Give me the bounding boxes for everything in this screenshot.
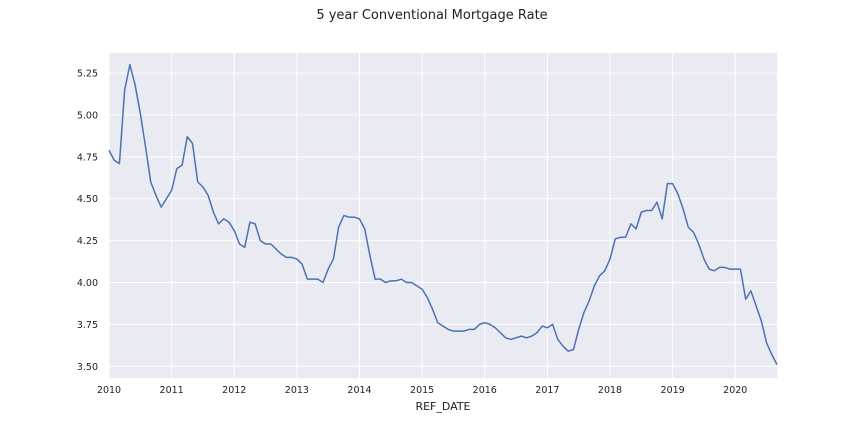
- x-tick-label: 2018: [598, 385, 622, 396]
- y-tick-label: 4.00: [77, 278, 98, 289]
- x-tick-label: 2017: [535, 385, 559, 396]
- y-tick-label: 3.75: [77, 320, 98, 331]
- y-tick-label: 5.25: [77, 69, 98, 80]
- y-axis-ticks: 3.50 3.75 4.00 4.25 4.50 4.75 5.00 5.25: [77, 69, 98, 373]
- y-tick-label: 4.50: [77, 194, 98, 205]
- series-line: [108, 63, 778, 365]
- x-tick-label: 2014: [347, 385, 371, 396]
- x-tick-label: 2012: [222, 385, 246, 396]
- x-tick-label: 2015: [410, 385, 434, 396]
- x-tick-label: 2010: [97, 385, 121, 396]
- x-tick-label: 2011: [160, 385, 184, 396]
- x-tick-label: 2016: [473, 385, 497, 396]
- y-tick-label: 5.00: [77, 110, 98, 121]
- y-tick-label: 4.25: [77, 236, 98, 247]
- x-tick-label: 2013: [285, 385, 309, 396]
- x-tick-label: 2019: [661, 385, 685, 396]
- plot-background: [109, 53, 777, 378]
- x-axis-label: REF_DATE: [415, 400, 470, 413]
- chart-title: 5 year Conventional Mortgage Rate: [316, 8, 547, 23]
- y-tick-label: 3.50: [77, 362, 98, 373]
- x-tick-label: 2020: [723, 385, 747, 396]
- grid-lines: [108, 53, 777, 378]
- y-tick-label: 4.75: [77, 152, 98, 163]
- x-axis-ticks: 2010 2011 2012 2013 2014 2015 2016 2017 2018 2019…: [97, 385, 747, 396]
